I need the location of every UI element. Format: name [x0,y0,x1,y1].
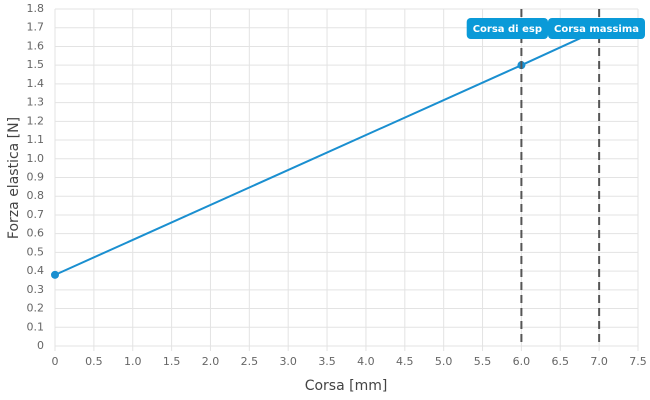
x-tick-label: 1.5 [163,355,181,368]
y-tick-label: 0.3 [27,283,45,296]
x-tick-label: 7.0 [590,355,608,368]
x-tick-label: 6.0 [513,355,531,368]
y-axis-title: Forza elastica [N] [6,117,22,239]
y-tick-label: 0.8 [27,189,45,202]
annotation-text: Corsa di esp [473,24,542,35]
y-tick-label: 0 [37,339,44,352]
y-tick-label: 1.0 [27,152,45,165]
y-tick-label: 0.1 [27,320,45,333]
annotation-label: Corsa massima [548,18,645,39]
annotation-label: Corsa di esp [466,18,548,39]
y-tick-label: 0.9 [27,171,45,184]
y-tick-label: 0.6 [27,227,45,240]
point [51,270,59,279]
y-tick-label: 1.4 [27,77,45,90]
y-tick-label: 0.2 [27,302,45,315]
y-tick-label: 1.6 [27,39,45,52]
x-tick-label: 4.5 [396,355,414,368]
x-tick-label: 2.5 [241,355,259,368]
y-tick-label: 1.5 [27,58,45,71]
y-tick-label: 0.7 [27,208,45,221]
x-tick-label: 4.0 [357,355,375,368]
x-tick-label: 0 [52,355,59,368]
x-tick-label: 0.5 [85,355,103,368]
x-tick-label: 3.0 [279,355,297,368]
y-tick-label: 0.4 [27,264,45,277]
y-tick-label: 1.8 [27,2,45,15]
x-axis-title: Corsa [mm] [305,378,388,394]
y-tick-label: 0.5 [27,245,45,258]
y-tick-label: 1.7 [27,21,45,34]
x-tick-label: 6.5 [552,355,570,368]
annotation-box [548,18,645,39]
y-tick-label: 1.2 [27,114,45,127]
x-tick-label: 7.5 [629,355,647,368]
annotation-box [466,18,548,39]
x-tick-label: 2.0 [202,355,220,368]
x-tick-label: 5.5 [474,355,492,368]
x-tick-label: 3.5 [318,355,336,368]
x-tick-label: 1.0 [124,355,142,368]
y-tick-label: 1.3 [27,96,45,109]
annotation-text: Corsa massima [554,24,639,35]
y-tick-label: 1.1 [27,133,45,146]
x-tick-label: 5.0 [435,355,453,368]
